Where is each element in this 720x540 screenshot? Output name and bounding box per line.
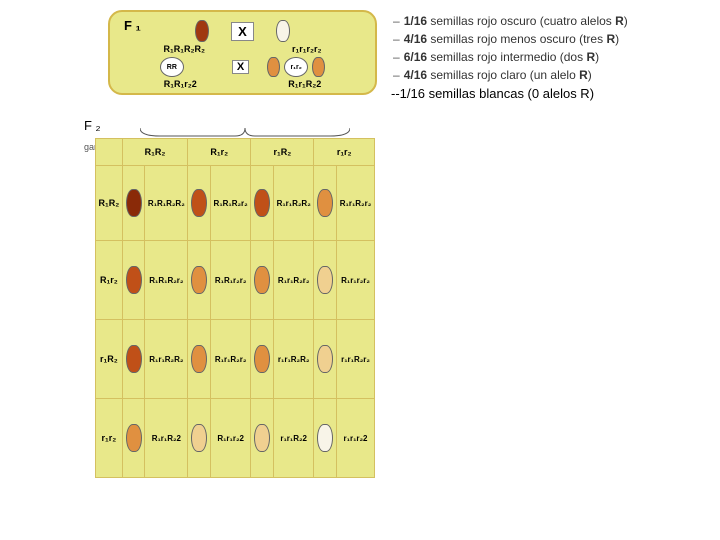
- brace-icon: [140, 126, 350, 136]
- seed-cell: [188, 241, 211, 320]
- punnett-table: R₁R₂R₁r₂r₁R₂r₁r₂R₁R₂R₁R₁R₂R₂R₁R₁R₂r₂R₁r₁…: [95, 138, 375, 478]
- f1-label: F ₁: [124, 18, 141, 33]
- genotype-cell: R₁r₁r₂r₂: [337, 241, 375, 320]
- seed-mid-1: [267, 57, 280, 77]
- row-header: r₁R₂: [96, 320, 123, 399]
- ratio-row: –6/16 semillas rojo intermedio (dos R): [393, 48, 628, 66]
- added-ratio-line: --1/16 semillas blancas (0 alelos R): [391, 86, 628, 101]
- f2-label: F ₂: [84, 118, 101, 133]
- row-header: r₁r₂: [96, 399, 123, 478]
- seed-cell: [251, 166, 274, 241]
- cross-symbol-2: X: [232, 60, 249, 74]
- col-header: r₁r₂: [314, 139, 375, 166]
- ratio-list: –1/16 semillas rojo oscuro (cuatro alelo…: [393, 12, 628, 84]
- off-geno-left: R₁R₁r₂2: [164, 79, 197, 89]
- seed-cell: [188, 166, 211, 241]
- gamete-right: r₁r₂: [284, 57, 308, 77]
- seed-icon: [191, 189, 207, 217]
- seed-icon: [254, 424, 270, 452]
- genotype-cell: R₁R₁R₂r₂: [210, 166, 250, 241]
- ratio-row: –4/16 semillas rojo menos oscuro (tres R…: [393, 30, 628, 48]
- genotype-cell: r₁r₁r₂2: [337, 399, 375, 478]
- seed-cell: [314, 166, 337, 241]
- seed-icon: [191, 345, 207, 373]
- gamete-left: RR: [160, 57, 184, 77]
- top-section: F ₁ X R₁R₁R₂R₂ r₁r₁r₂r₂ RR X r₁r₂ R₁R₁r₂…: [10, 10, 710, 101]
- genotype-cell: R₁R₁R₂R₂: [145, 166, 188, 241]
- genotype-cell: R₁R₁R₂r₂: [145, 241, 188, 320]
- ratio-block: –1/16 semillas rojo oscuro (cuatro alelo…: [389, 10, 628, 101]
- col-header: r₁R₂: [251, 139, 314, 166]
- seed-parent-white: [276, 20, 290, 42]
- seed-icon: [254, 266, 270, 294]
- genotype-cell: R₁r₁R₂2: [145, 399, 188, 478]
- genotype-cell: R₁r₁R₂r₂: [210, 320, 250, 399]
- col-header: R₁r₂: [188, 139, 251, 166]
- genotype-cell: r₁r₁R₂2: [274, 399, 314, 478]
- seed-icon: [254, 345, 270, 373]
- seed-cell: [314, 241, 337, 320]
- seed-icon: [126, 424, 142, 452]
- cross-symbol: X: [231, 22, 254, 41]
- seed-icon: [126, 345, 142, 373]
- genotype-cell: R₁r₁R₂R₂: [274, 166, 314, 241]
- seed-cell: [251, 399, 274, 478]
- seed-cell: [251, 320, 274, 399]
- seed-cell: [122, 241, 145, 320]
- seed-icon: [317, 345, 333, 373]
- seed-mid-2: [312, 57, 325, 77]
- seed-icon: [317, 189, 333, 217]
- seed-cell: [314, 320, 337, 399]
- off-geno-right: R₁r₁R₂2: [288, 79, 321, 89]
- f1-gamete-row: RR X r₁r₂: [120, 57, 365, 77]
- ratio-row: –4/16 semillas rojo claro (un alelo R): [393, 66, 628, 84]
- f1-parent-genotypes: R₁R₁R₂R₂ r₁r₁r₂r₂: [120, 44, 365, 54]
- genotype-cell: R₁r₁R₂r₂: [337, 166, 375, 241]
- geno-right: r₁r₁r₂r₂: [292, 44, 321, 54]
- genotype-cell: r₁r₁R₂R₂: [274, 320, 314, 399]
- f1-panel: F ₁ X R₁R₁R₂R₂ r₁r₁r₂r₂ RR X r₁r₂ R₁R₁r₂…: [108, 10, 377, 95]
- f1-offspring-genotypes: R₁R₁r₂2 R₁r₁R₂2: [120, 79, 365, 89]
- f1-parents-row: X: [120, 20, 365, 42]
- seed-cell: [188, 320, 211, 399]
- seed-parent-dark: [195, 20, 209, 42]
- seed-cell: [314, 399, 337, 478]
- geno-left: R₁R₁R₂R₂: [164, 44, 205, 54]
- col-header: R₁R₂: [122, 139, 188, 166]
- seed-icon: [126, 189, 142, 217]
- genotype-cell: R₁r₁R₂R₂: [145, 320, 188, 399]
- seed-icon: [254, 189, 270, 217]
- seed-icon: [191, 266, 207, 294]
- seed-icon: [191, 424, 207, 452]
- seed-icon: [317, 424, 333, 452]
- ratio-row: –1/16 semillas rojo oscuro (cuatro alelo…: [393, 12, 628, 30]
- seed-cell: [188, 399, 211, 478]
- row-header: R₁R₂: [96, 166, 123, 241]
- seed-icon: [317, 266, 333, 294]
- genotype-cell: r₁r₁R₂r₂: [337, 320, 375, 399]
- seed-cell: [122, 166, 145, 241]
- row-header: R₁r₂: [96, 241, 123, 320]
- punnett-square: R₁R₂R₁r₂r₁R₂r₁r₂R₁R₂R₁R₁R₂R₂R₁R₁R₂r₂R₁r₁…: [95, 138, 375, 478]
- genotype-cell: R₁r₁r₂2: [210, 399, 250, 478]
- seed-cell: [122, 320, 145, 399]
- genotype-cell: R₁r₁R₂r₂: [274, 241, 314, 320]
- seed-cell: [251, 241, 274, 320]
- seed-cell: [122, 399, 145, 478]
- seed-icon: [126, 266, 142, 294]
- genotype-cell: R₁R₁r₂r₂: [210, 241, 250, 320]
